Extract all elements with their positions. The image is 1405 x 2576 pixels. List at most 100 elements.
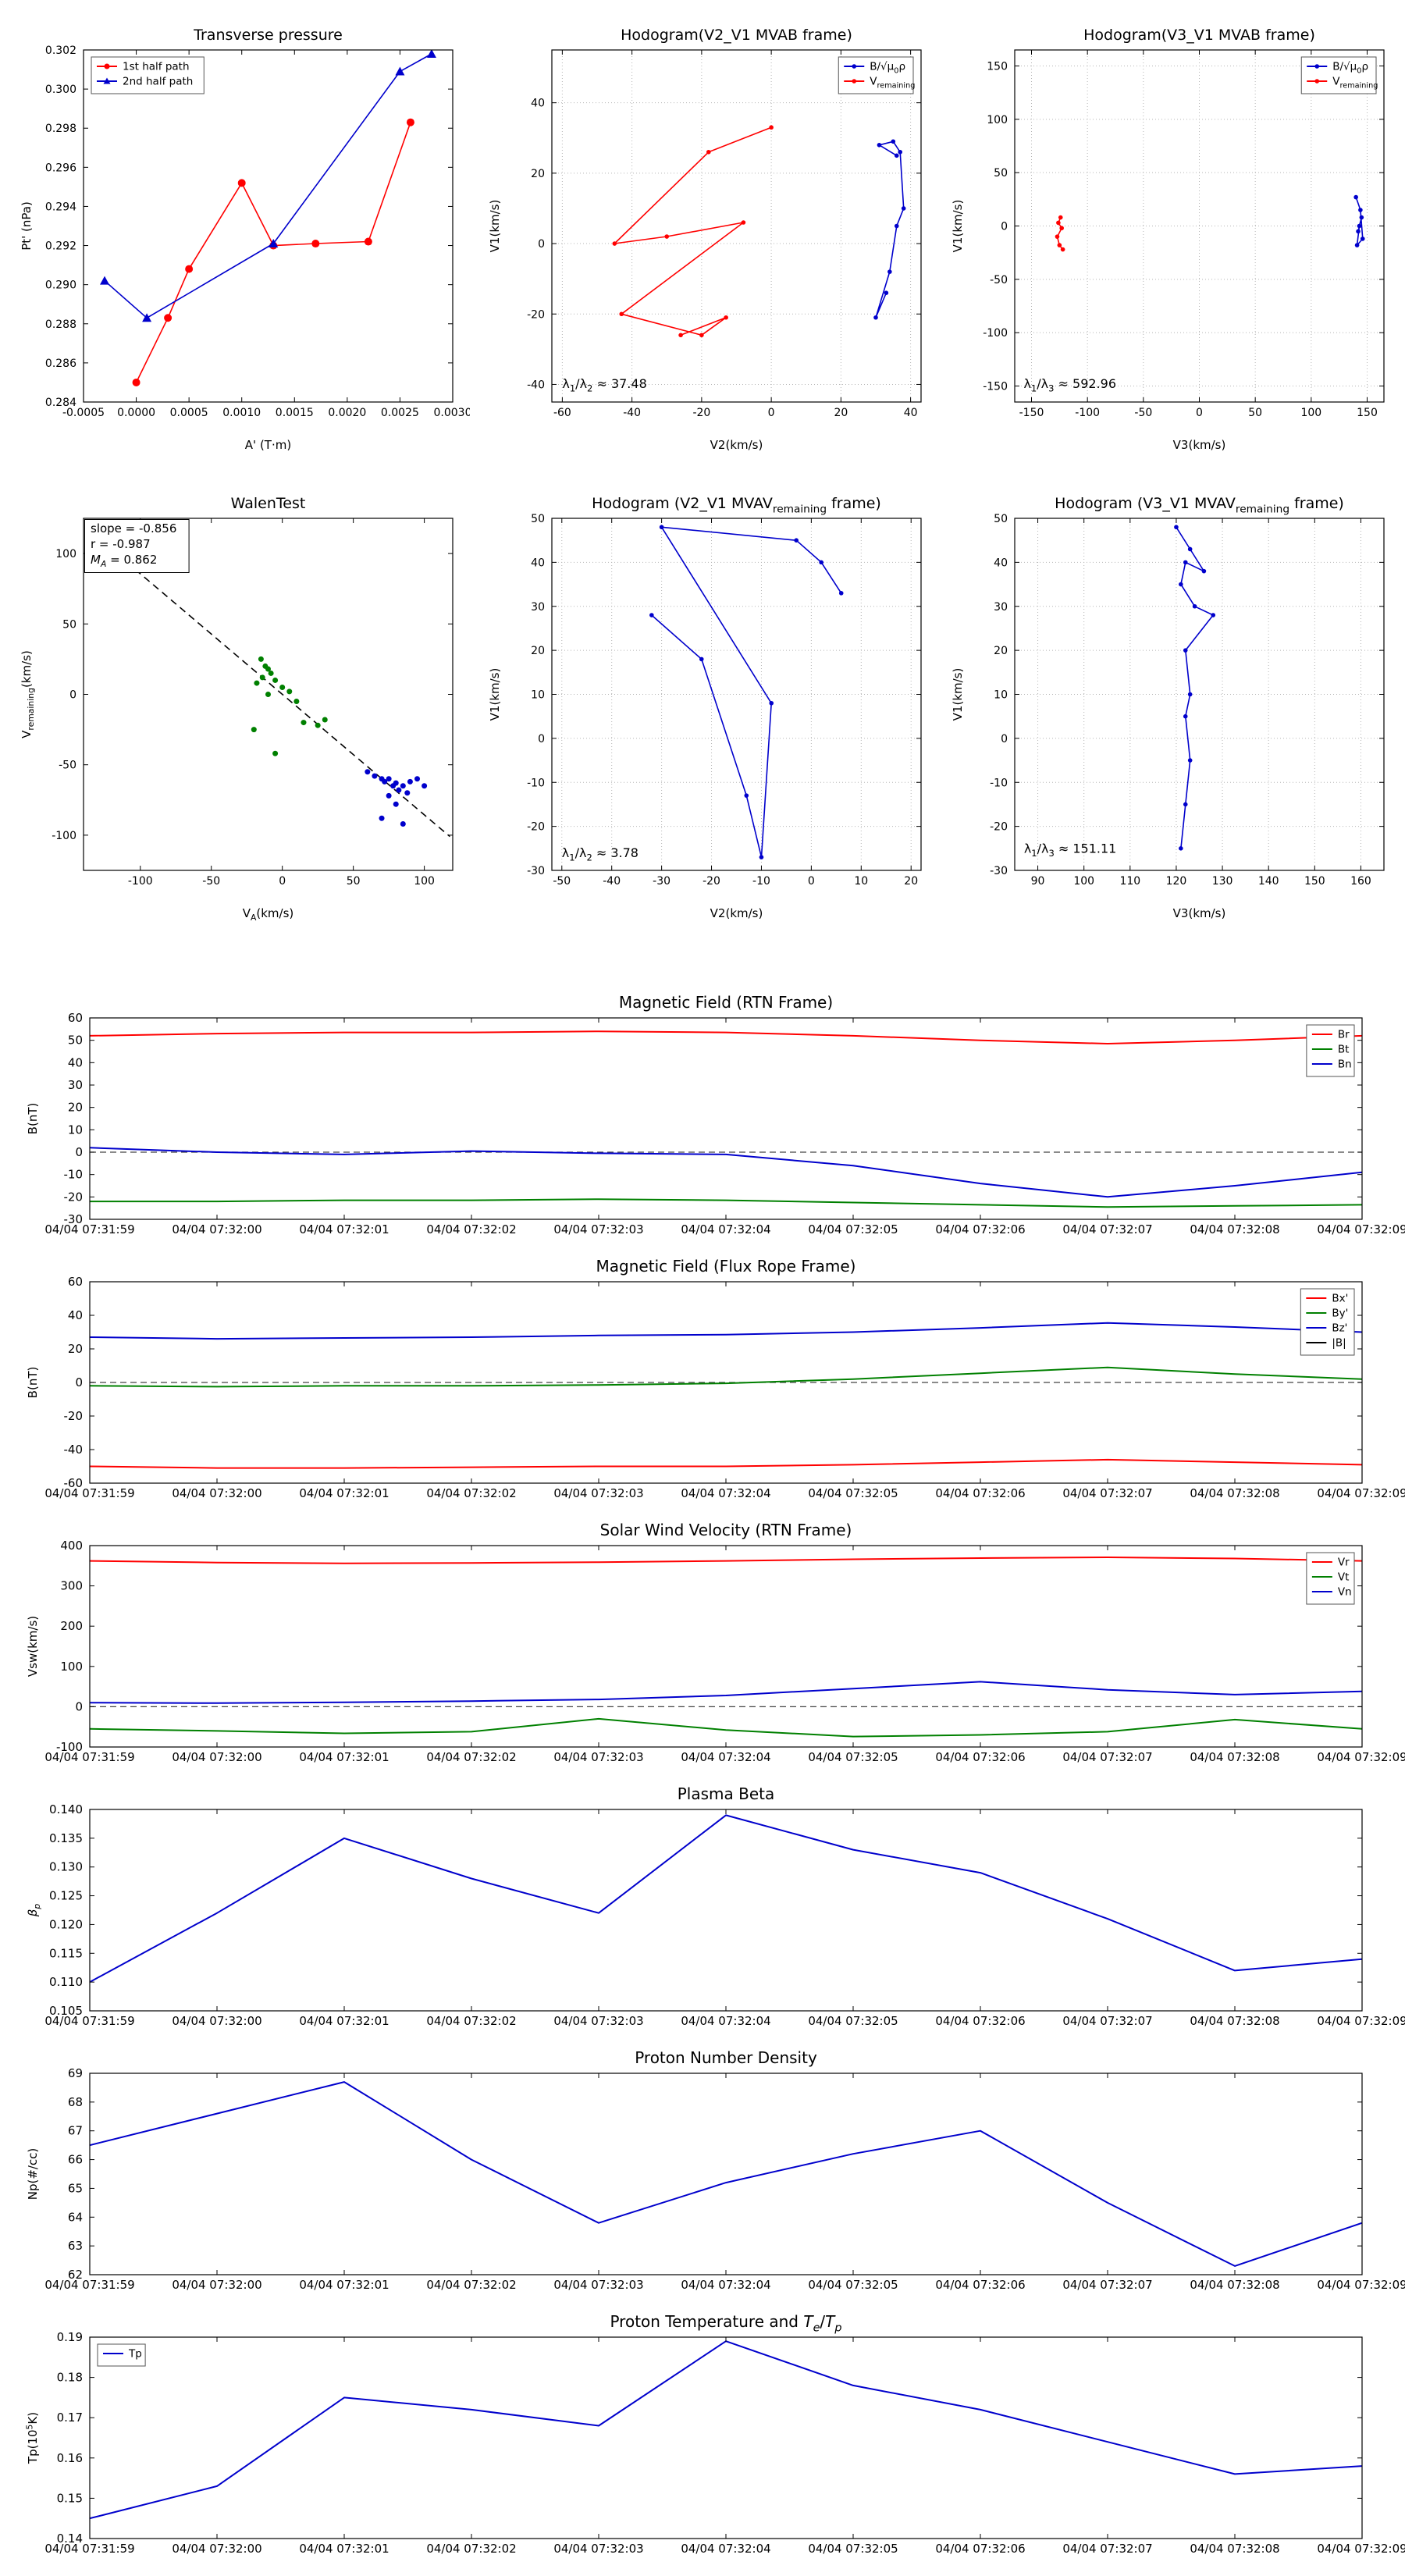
svg-text:04/04 07:32:05: 04/04 07:32:05: [808, 2542, 898, 2556]
svg-text:04/04 07:32:09: 04/04 07:32:09: [1317, 2542, 1405, 2556]
svg-text:04/04 07:32:03: 04/04 07:32:03: [553, 2542, 643, 2556]
svg-text:0.290: 0.290: [45, 279, 76, 292]
svg-text:04/04 07:32:07: 04/04 07:32:07: [1062, 1222, 1152, 1236]
svg-text:64: 64: [68, 2210, 83, 2224]
svg-text:-60: -60: [64, 1476, 84, 1490]
svg-text:V1(km/s): V1(km/s): [951, 200, 965, 253]
svg-text:-20: -20: [702, 875, 720, 888]
svg-text:50: 50: [347, 875, 361, 888]
svg-text:04/04 07:32:06: 04/04 07:32:06: [935, 1486, 1025, 1500]
svg-text:04/04 07:32:05: 04/04 07:32:05: [808, 1222, 898, 1236]
svg-text:B/√μ0ρ: B/√μ0ρ: [1332, 61, 1368, 76]
svg-text:04/04 07:32:00: 04/04 07:32:00: [172, 1750, 261, 1764]
svg-text:By': By': [1332, 1308, 1348, 1320]
svg-text:2nd half path: 2nd half path: [123, 76, 193, 88]
svg-text:1st half path: 1st half path: [123, 61, 190, 73]
svg-text:04/04 07:31:59: 04/04 07:31:59: [44, 1750, 134, 1764]
svg-text:10: 10: [68, 1123, 83, 1137]
svg-text:10: 10: [854, 875, 868, 888]
svg-text:04/04 07:32:08: 04/04 07:32:08: [1190, 2278, 1279, 2292]
svg-text:0.19: 0.19: [57, 2330, 83, 2344]
svg-text:βp: βp: [26, 1904, 42, 1918]
svg-text:160: 160: [1350, 875, 1371, 888]
svg-text:B(nT): B(nT): [26, 1103, 40, 1135]
svg-text:04/04 07:32:05: 04/04 07:32:05: [808, 2278, 898, 2292]
svg-text:04/04 07:31:59: 04/04 07:31:59: [44, 2278, 134, 2292]
svg-text:150: 150: [1304, 875, 1325, 888]
svg-text:0.300: 0.300: [45, 84, 76, 96]
svg-text:0.0005: 0.0005: [170, 407, 208, 419]
svg-text:-40: -40: [603, 875, 621, 888]
svg-text:Vr: Vr: [1338, 1557, 1350, 1569]
svg-text:B(nT): B(nT): [26, 1367, 40, 1399]
svg-text:Pt' (nPa): Pt' (nPa): [20, 201, 34, 251]
svg-text:04/04 07:32:01: 04/04 07:32:01: [299, 2542, 389, 2556]
svg-text:-40: -40: [527, 379, 545, 391]
svg-text:400: 400: [60, 1539, 83, 1553]
svg-text:0.296: 0.296: [45, 162, 76, 174]
chart-solar-wind-velocity: 04/04 07:31:59 04/04 07:32:00 04/04 07:32:…: [0, 1521, 1405, 1782]
svg-text:04/04 07:32:08: 04/04 07:32:08: [1190, 1486, 1279, 1500]
svg-text:150: 150: [987, 61, 1008, 73]
svg-text:-50: -50: [59, 760, 76, 772]
svg-text:0.120: 0.120: [49, 1917, 83, 1931]
svg-text:Br: Br: [1338, 1029, 1350, 1041]
svg-text:V1(km/s): V1(km/s): [488, 668, 502, 721]
svg-text:50: 50: [531, 513, 545, 525]
svg-text:-100: -100: [128, 875, 153, 888]
svg-text:-20: -20: [692, 407, 710, 419]
svg-proton-density: 04/04 07:31:59 04/04 07:32:00 04/04 07:32:…: [26, 2048, 1405, 2292]
svg-text:04/04 07:32:00: 04/04 07:32:00: [172, 2014, 261, 2028]
svg-text:-30: -30: [527, 865, 545, 877]
svg-text:300: 300: [60, 1579, 83, 1593]
svg-text:-20: -20: [64, 1190, 84, 1204]
svg-text:04/04 07:32:02: 04/04 07:32:02: [426, 1486, 516, 1500]
svg-text:100: 100: [1073, 875, 1094, 888]
svg-text:30: 30: [531, 601, 545, 614]
svg-text:-60: -60: [553, 407, 571, 419]
svg-text:04/04 07:32:01: 04/04 07:32:01: [299, 1222, 389, 1236]
svg-plasma-beta: 04/04 07:31:59 04/04 07:32:00 04/04 07:32:…: [26, 1784, 1405, 2028]
chart-plasma-beta: 04/04 07:31:59 04/04 07:32:00 04/04 07:32:…: [0, 1784, 1405, 2046]
svg-text:Proton Temperature and Te/Tp: Proton Temperature and Te/Tp: [610, 2312, 841, 2335]
svg-text:04/04 07:32:09: 04/04 07:32:09: [1317, 2278, 1405, 2292]
svg-text:04/04 07:31:59: 04/04 07:31:59: [44, 2014, 134, 2028]
svg-text:0.286: 0.286: [45, 358, 76, 370]
svg-text:0.135: 0.135: [49, 1831, 83, 1845]
svg-text:04/04 07:32:08: 04/04 07:32:08: [1190, 1750, 1279, 1764]
svg-text:62: 62: [68, 2268, 83, 2282]
svg-text:Bt: Bt: [1338, 1044, 1350, 1056]
svg-text:04/04 07:32:09: 04/04 07:32:09: [1317, 1486, 1405, 1500]
svg-text:0.0015: 0.0015: [276, 407, 314, 419]
svg-text:-10: -10: [64, 1168, 84, 1182]
svg-text:04/04 07:32:00: 04/04 07:32:00: [172, 1222, 261, 1236]
svg-hodogram-v2v1-mvab: -60 -40 -20 0 20 40 -40 -20 0 20 40 Hodogram(V2_V1 …: [488, 27, 922, 452]
svg-proton-temperature: 04/04 07:31:59 04/04 07:32:00 04/04 07:32:…: [24, 2312, 1405, 2556]
svg-text:20: 20: [531, 645, 545, 657]
svg-text:04/04 07:32:05: 04/04 07:32:05: [808, 1750, 898, 1764]
svg-text:100: 100: [55, 548, 76, 560]
svg-text:0.15: 0.15: [57, 2491, 83, 2505]
svg-text:04/04 07:32:04: 04/04 07:32:04: [681, 1486, 770, 1500]
svg-text:Np(#/cc): Np(#/cc): [26, 2148, 40, 2201]
chart-transverse-pressure: -0.0005 0.0000 0.0005 0.0010 0.0015 0.0020 0.0…: [9, 17, 470, 458]
svg-text:04/04 07:32:06: 04/04 07:32:06: [935, 1222, 1025, 1236]
svg-text:0.115: 0.115: [49, 1946, 83, 1960]
svg-text:04/04 07:32:00: 04/04 07:32:00: [172, 1486, 261, 1500]
svg-text:04/04 07:32:03: 04/04 07:32:03: [553, 1222, 643, 1236]
svg-text:V1(km/s): V1(km/s): [951, 668, 965, 721]
svg-text:Proton Number Density: Proton Number Density: [635, 2048, 817, 2067]
svg-text:100: 100: [60, 1660, 83, 1674]
svg-transverse-pressure: -0.0005 0.0000 0.0005 0.0010 0.0015 0.0020 0.0…: [20, 27, 470, 452]
chart-magnetic-field-fluxrope: 04/04 07:31:59 04/04 07:32:00 04/04 07:32:…: [0, 1257, 1405, 1518]
svg-text:0.17: 0.17: [57, 2411, 83, 2425]
svg-text:04/04 07:32:05: 04/04 07:32:05: [808, 2014, 898, 2028]
svg-text:-100: -100: [983, 327, 1008, 340]
svg-text:V2(km/s): V2(km/s): [710, 438, 763, 452]
svg-text:-20: -20: [527, 821, 545, 834]
svg-text:-50: -50: [553, 875, 571, 888]
svg-text:04/04 07:32:03: 04/04 07:32:03: [553, 2278, 643, 2292]
svg-text:0.0000: 0.0000: [117, 407, 155, 419]
svg-text:04/04 07:32:06: 04/04 07:32:06: [935, 2278, 1025, 2292]
svg-text:-10: -10: [752, 875, 770, 888]
